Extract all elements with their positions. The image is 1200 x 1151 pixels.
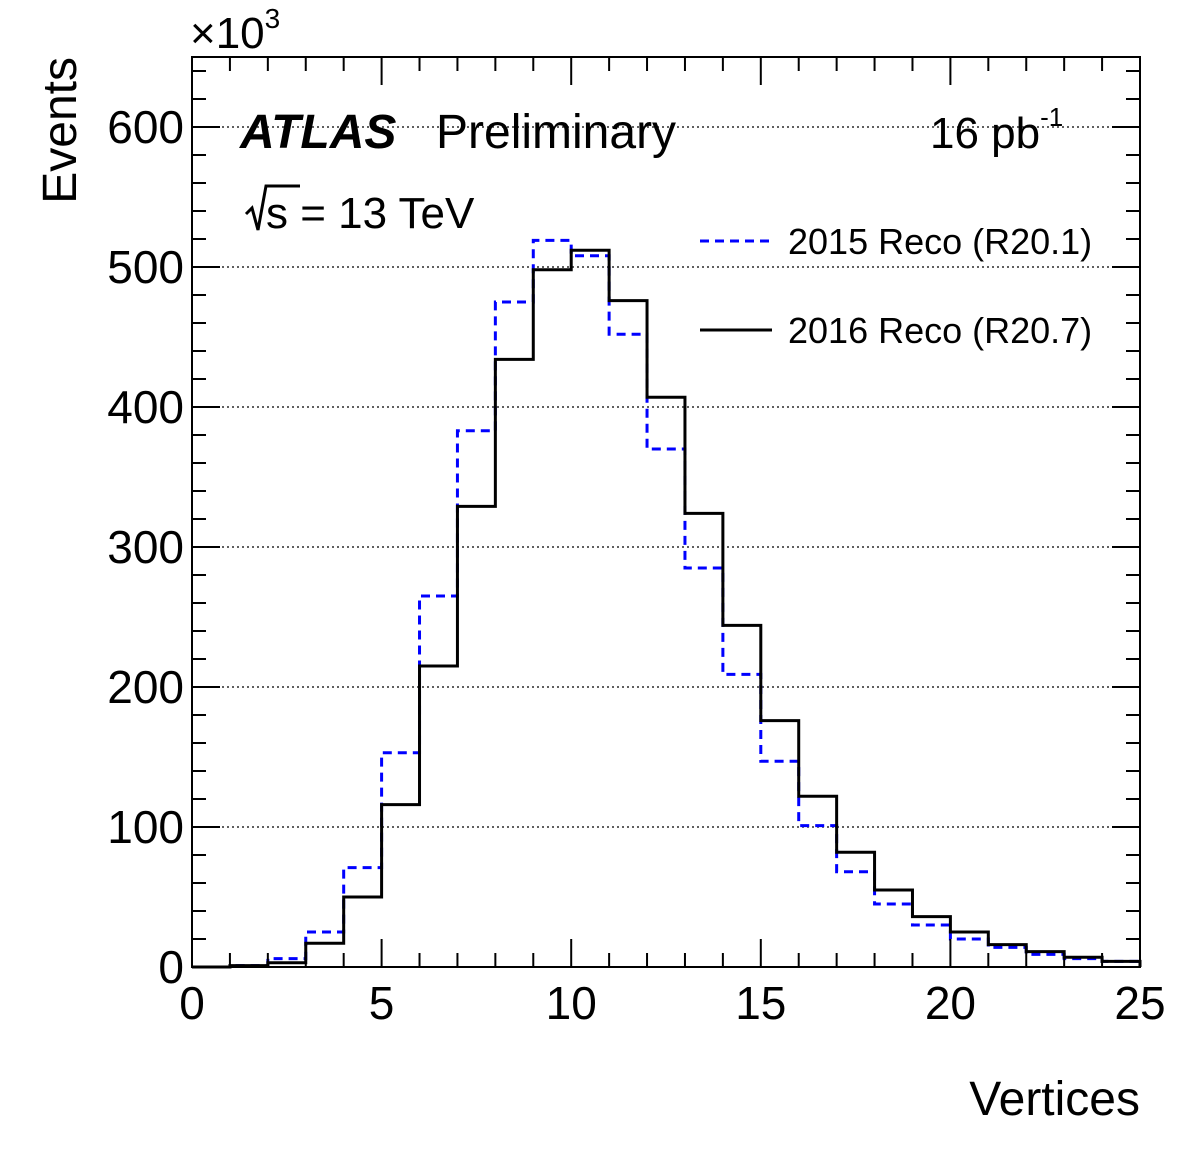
y-tick-labels: 0 100 200 300 400 500 600: [107, 101, 184, 993]
atlas-label: ATLAS: [239, 106, 396, 159]
y-multiplier: ×103: [190, 3, 280, 58]
svg-text:s = 13 TeV: s = 13 TeV: [266, 189, 475, 238]
x-tick-labels: 0 5 10 15 20 25: [179, 977, 1165, 1029]
y-tick-label: 0: [158, 941, 184, 993]
x-tick-label: 20: [925, 977, 976, 1029]
preliminary-label: Preliminary: [436, 106, 676, 159]
legend: 2015 Reco (R20.1) 2016 Reco (R20.7): [700, 221, 1092, 351]
luminosity-label: 16 pb-1: [930, 102, 1063, 158]
y-tick-label: 600: [107, 101, 184, 153]
y-axis-title: Events: [34, 57, 87, 204]
y-tick-label: 500: [107, 241, 184, 293]
x-tick-label: 10: [546, 977, 597, 1029]
y-tick-label: 400: [107, 381, 184, 433]
series-solid-line: [192, 248, 1142, 969]
sqrt-s-label: s = 13 TeV: [244, 184, 475, 238]
x-tick-label: 25: [1114, 977, 1165, 1029]
x-tick-label: 5: [369, 977, 395, 1029]
legend-label: 2016 Reco (R20.7): [788, 310, 1092, 351]
x-tick-label: 15: [735, 977, 786, 1029]
y-tick-label: 100: [107, 801, 184, 853]
sqrt-symbol-icon: [244, 184, 300, 231]
x-tick-label: 0: [179, 977, 205, 1029]
series-layer: [192, 238, 1142, 969]
grid-lines: [192, 126, 1140, 828]
legend-label: 2015 Reco (R20.1): [788, 221, 1092, 262]
plot-frame: [191, 56, 1141, 968]
axis-ticks: [191, 57, 1141, 968]
x-axis-title: Vertices: [969, 1073, 1140, 1126]
y-tick-label: 200: [107, 661, 184, 713]
y-tick-label: 300: [107, 521, 184, 573]
